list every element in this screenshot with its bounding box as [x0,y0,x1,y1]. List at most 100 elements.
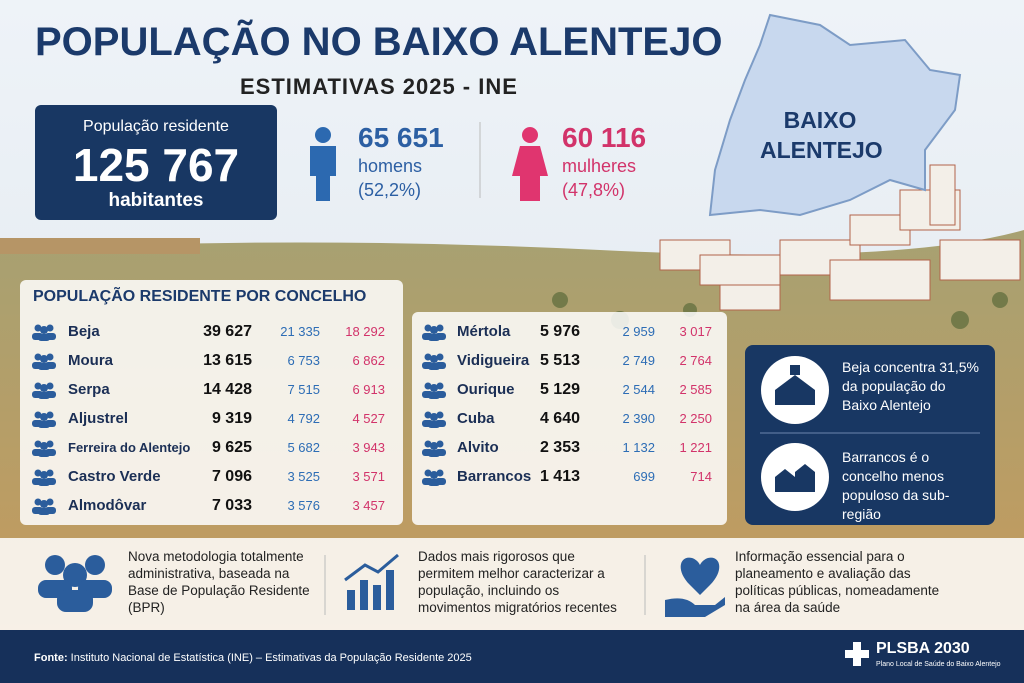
men: 5 682 [287,440,320,455]
total: 7 033 [211,497,252,514]
women: 3 457 [352,498,385,513]
men: 699 [633,469,655,484]
women: 714 [690,469,712,484]
men-value: 65 651 [358,122,444,153]
title: POPULAÇÃO NO BAIXO ALENTEJO [35,20,723,64]
total: 5 513 [539,352,580,369]
men: 7 515 [287,382,320,397]
men: 2 390 [622,411,655,426]
total: 5 976 [539,323,580,340]
source-text: Instituto Nacional de Estatística (INE) … [70,652,472,664]
women-label: mulheres [562,156,637,176]
women: 3 017 [679,324,712,339]
total-value: 125 767 [72,139,240,191]
highlight: Beja concentra 31,5% da população do Bai… [842,359,979,413]
row-icon [32,323,56,349]
total: 5 129 [539,381,580,398]
subtitle: ESTIMATIVAS 2025 - INE [240,74,518,99]
row-icon [422,352,446,378]
municipality: Moura [68,352,113,369]
men: 2 749 [622,353,655,368]
row-icon [422,323,446,349]
row-icon [422,468,446,494]
table-row: Beja 39 627 21 335 18 292 [30,319,410,345]
row-icon [32,497,56,523]
map-label: BAIXO ALENTEJO [760,107,883,163]
note: Nova metodologia totalmente administrati… [128,549,310,615]
men: 21 335 [280,324,320,339]
source-label: Fonte: [34,652,68,664]
highlight: Barrancos é o concelho menos populoso da… [842,449,950,522]
total: 1 413 [539,468,580,485]
row-icon [32,410,56,436]
table-row: Barrancos 1 413 699 714 [420,464,800,490]
women: 1 221 [679,440,712,455]
municipality: Beja [68,323,100,340]
women: 3 571 [352,469,385,484]
municipality: Mértola [457,323,511,340]
total-unit: habitantes [108,190,204,211]
women: 2 764 [679,353,712,368]
women-value: 60 116 [562,122,647,153]
note: Informação essencial para o planeamento … [735,549,940,615]
row-icon [422,439,446,465]
municipality: Alvito [457,439,499,456]
women: 3 943 [352,440,385,455]
total: 7 096 [211,468,252,485]
municipality: Cuba [457,410,495,427]
municipality: Castro Verde [68,468,161,485]
municipality: Ourique [457,381,515,398]
note: Dados mais rigorosos que permitem melhor… [418,549,617,615]
men: 4 792 [287,411,320,426]
men: 1 132 [622,440,655,455]
total: 9 319 [211,410,252,427]
women: 4 527 [352,411,385,426]
table-row: Moura 13 615 6 753 6 862 [30,348,410,374]
women: 2 250 [679,411,712,426]
municipality: Ferreira do Alentejo [68,440,191,455]
table-row: Cuba 4 640 2 390 2 250 [420,406,800,432]
table-row: Alvito 2 353 1 132 1 221 [420,435,800,461]
row-icon [422,410,446,436]
table-row: Aljustrel 9 319 4 792 4 527 [30,406,410,432]
women: 6 862 [352,353,385,368]
row-icon [32,381,56,407]
row-icon [32,439,56,465]
total: 9 625 [211,439,252,456]
municipality: Aljustrel [68,410,129,427]
total: 4 640 [539,410,580,427]
table-row: Castro Verde 7 096 3 525 3 571 [30,464,410,490]
row-icon [422,381,446,407]
table-row: Serpa 14 428 7 515 6 913 [30,377,410,403]
men: 2 959 [622,324,655,339]
men: 3 576 [287,498,320,513]
municipality: Serpa [68,381,110,398]
women-share: (47,8%) [562,180,626,200]
table-row: Mértola 5 976 2 959 3 017 [420,319,800,345]
row-icon [32,468,56,494]
women: 2 585 [679,382,712,397]
men: 6 753 [287,353,320,368]
men-label: homens [358,156,423,176]
table-row: Ferreira do Alentejo 9 625 5 682 3 943 [30,435,410,461]
row-icon [32,352,56,378]
total: 39 627 [203,323,252,340]
total: 13 615 [203,352,252,369]
logo-caption: Plano Local de Saúde do Baixo Alentejo [876,661,1001,668]
men-share: (52,2%) [358,180,422,200]
logo-name: PLSBA 2030 [876,640,970,657]
total: 14 428 [203,381,252,398]
table-row: Almodôvar 7 033 3 576 3 457 [30,493,410,519]
women: 18 292 [345,324,385,339]
women: 6 913 [352,382,385,397]
table-row: Vidigueira 5 513 2 749 2 764 [420,348,800,374]
men: 2 544 [622,382,655,397]
total-label: População residente [83,118,229,135]
total: 2 353 [539,439,580,456]
table-title: POPULAÇÃO RESIDENTE POR CONCELHO [33,288,367,305]
men: 3 525 [287,469,320,484]
municipality: Barrancos [457,468,532,485]
municipality: Vidigueira [457,352,530,369]
